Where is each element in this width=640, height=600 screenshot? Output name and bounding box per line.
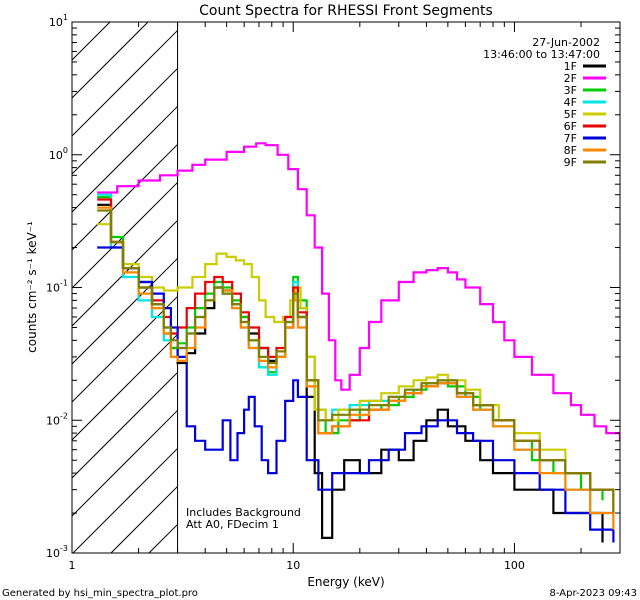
hatch-line [71, 68, 178, 175]
legend-label-8F: 8F [564, 144, 577, 157]
legend-label-9F: 9F [564, 156, 577, 169]
hatch-line [148, 524, 178, 554]
legend-label-5F: 5F [564, 108, 577, 121]
y-tick-labels: 101 100 10-1 10-2 10-3 [46, 13, 68, 560]
legend-time-range: 13:46:00 to 13:47:00 [483, 48, 600, 61]
legend-label-2F: 2F [564, 72, 577, 85]
hatch-line [71, 258, 178, 365]
series-line-8F [97, 206, 615, 530]
x-tick-label: 100 [504, 559, 525, 572]
series-line-9F [97, 209, 615, 513]
x-axis-label: Energy (keV) [307, 575, 384, 589]
series-line-3F [97, 196, 604, 501]
axis-ticks [71, 21, 621, 554]
hatch-line [71, 334, 178, 441]
hatch-line [71, 21, 111, 61]
legend-label-6F: 6F [564, 120, 577, 133]
annotation-attenuator: Att A0, FDecim 1 [186, 518, 279, 531]
hatch-line [71, 144, 178, 251]
legend-label-3F: 3F [564, 84, 577, 97]
legend-label-4F: 4F [564, 96, 577, 109]
y-tick-label: 10-1 [46, 279, 68, 295]
x-tick-labels: 1 10 100 [69, 559, 525, 572]
generated-by-footer: Generated by hsi_min_spectra_plot.pro [2, 588, 198, 599]
annotation-background: Includes Background [186, 506, 301, 519]
legend-date: 27-Jun-2002 [532, 36, 600, 49]
excluded-energy-hatch [71, 21, 178, 554]
hatch-line [71, 182, 178, 289]
y-tick-label: 10-3 [46, 544, 68, 560]
hatch-line [110, 486, 178, 554]
y-tick-label: 10-2 [46, 411, 68, 427]
hatch-line [71, 30, 178, 137]
legend-label-1F: 1F [564, 60, 577, 73]
series-line-2F [97, 142, 620, 441]
x-tick-label: 10 [286, 559, 300, 572]
hatch-line [71, 21, 149, 99]
y-axis-label: counts cm⁻² s⁻¹ keV⁻¹ [25, 221, 39, 353]
x-tick-label: 1 [69, 559, 76, 572]
series-line-7F [97, 246, 615, 543]
chart-title: Count Spectra for RHESSI Front Segments [199, 3, 493, 19]
legend-label-7F: 7F [564, 132, 577, 145]
hatch-line [71, 372, 178, 479]
hatch-line [71, 410, 178, 517]
series-line-1F [97, 203, 604, 543]
y-tick-label: 101 [49, 13, 68, 29]
hatch-line [71, 106, 178, 213]
hatch-line [71, 296, 178, 403]
y-tick-label: 100 [49, 146, 68, 162]
series-line-5F [97, 223, 615, 501]
series-layer [97, 142, 620, 543]
hatch-line [72, 448, 178, 554]
series-line-4F [97, 193, 615, 530]
timestamp-footer: 8-Apr-2023 09:43 [550, 588, 637, 599]
